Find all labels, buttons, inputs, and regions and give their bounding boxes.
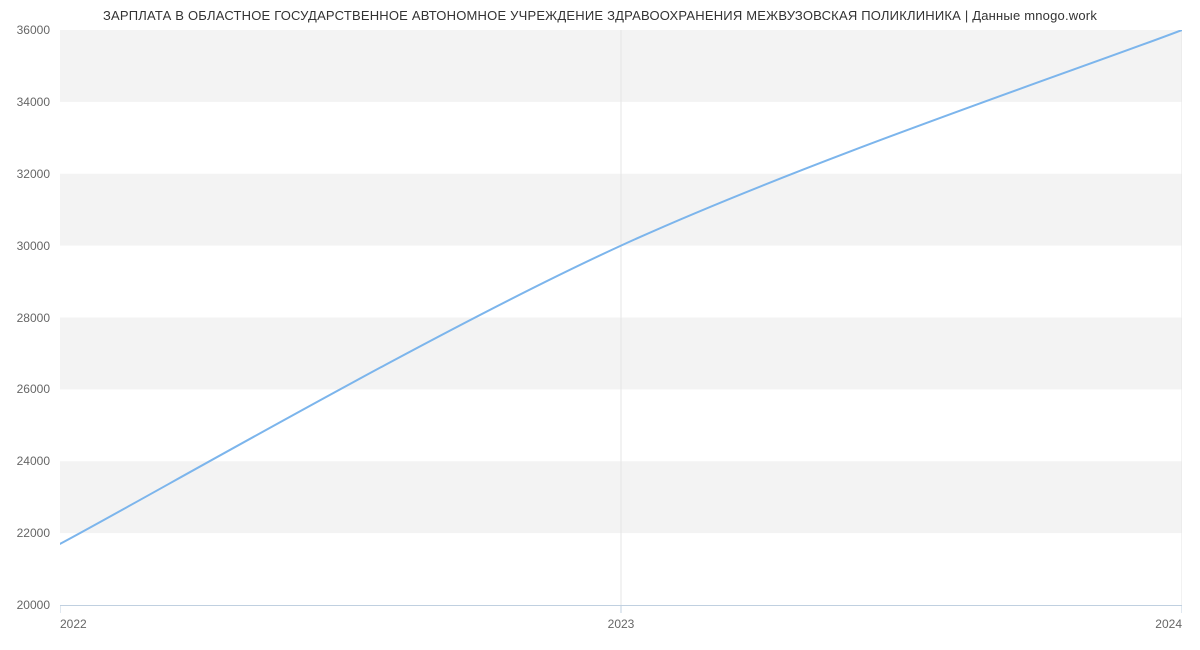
y-tick-label: 32000	[0, 167, 50, 181]
y-tick-label: 28000	[0, 311, 50, 325]
chart-container: ЗАРПЛАТА В ОБЛАСТНОЕ ГОСУДАРСТВЕННОЕ АВТ…	[0, 0, 1200, 650]
x-tick-label: 2024	[1155, 617, 1182, 631]
chart-title: ЗАРПЛАТА В ОБЛАСТНОЕ ГОСУДАРСТВЕННОЕ АВТ…	[0, 8, 1200, 23]
plot-area	[60, 30, 1182, 605]
y-tick-label: 24000	[0, 454, 50, 468]
y-tick-label: 20000	[0, 598, 50, 612]
x-tick-label: 2022	[60, 617, 87, 631]
y-tick-label: 22000	[0, 526, 50, 540]
y-tick-label: 34000	[0, 95, 50, 109]
y-tick-label: 30000	[0, 239, 50, 253]
y-tick-label: 26000	[0, 382, 50, 396]
chart-svg	[60, 30, 1182, 617]
x-tick-label: 2023	[608, 617, 635, 631]
y-tick-label: 36000	[0, 23, 50, 37]
